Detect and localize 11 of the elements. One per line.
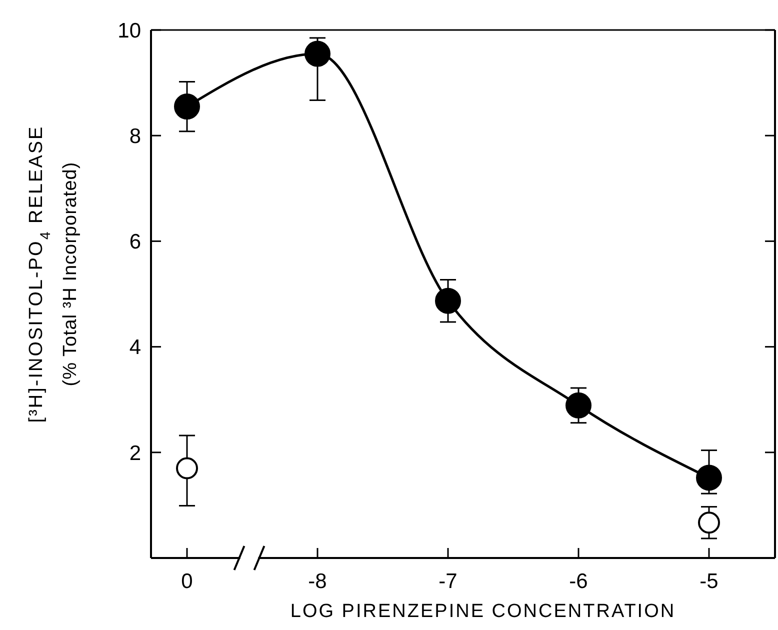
x-tick-label: -7 — [438, 570, 458, 593]
x-tick-label: 0 — [181, 570, 193, 593]
y-tick-label: 4 — [129, 336, 142, 360]
y-tick-label: 6 — [129, 230, 141, 254]
x-tick-label: -5 — [700, 570, 718, 593]
y-tick-label: 2 — [129, 442, 141, 465]
y-tick-label: 10 — [118, 19, 141, 42]
x-axis-title: LOG PIRENZEPINE CONCENTRATION — [290, 601, 676, 622]
x-tick-label: -6 — [569, 570, 588, 593]
x-tick-label: -8 — [308, 570, 327, 593]
y-tick-label: 8 — [129, 124, 141, 148]
